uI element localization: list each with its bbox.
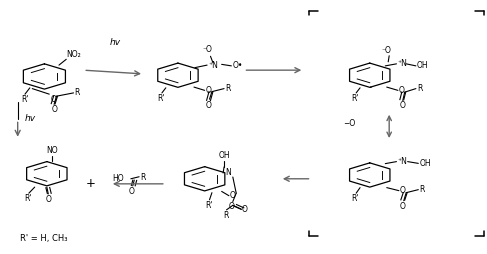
Text: OH: OH xyxy=(417,61,429,70)
Text: hv: hv xyxy=(109,38,120,47)
Text: O: O xyxy=(51,95,56,104)
Text: OH: OH xyxy=(419,159,431,168)
Text: +: + xyxy=(86,177,95,190)
Text: N: N xyxy=(225,168,231,178)
Text: O: O xyxy=(51,105,57,114)
Text: R': R' xyxy=(205,201,212,210)
Text: R': R' xyxy=(352,94,359,103)
Text: ⁺N: ⁺N xyxy=(208,61,218,70)
Text: R': R' xyxy=(21,96,29,104)
Text: R': R' xyxy=(24,194,32,203)
Text: O: O xyxy=(400,186,406,195)
Text: O: O xyxy=(242,205,248,214)
Text: NO₂: NO₂ xyxy=(66,50,81,59)
Text: ⁺N: ⁺N xyxy=(397,59,407,68)
Text: R: R xyxy=(140,173,146,182)
Text: R: R xyxy=(223,211,228,220)
Text: O•: O• xyxy=(232,61,243,70)
Text: O: O xyxy=(399,86,405,95)
Text: O: O xyxy=(129,187,135,196)
Text: O: O xyxy=(45,195,51,204)
Text: R': R' xyxy=(352,194,359,203)
Text: O: O xyxy=(399,101,405,110)
Text: O: O xyxy=(230,191,236,200)
Text: R: R xyxy=(417,84,422,93)
Text: ⁺N: ⁺N xyxy=(397,157,407,166)
Text: R: R xyxy=(419,185,425,194)
Text: O: O xyxy=(400,201,406,211)
Text: ⁻O: ⁻O xyxy=(202,45,212,54)
Text: R: R xyxy=(225,84,230,93)
Text: ⁻O: ⁻O xyxy=(382,46,392,55)
Text: R': R' xyxy=(157,94,165,103)
Text: −O: −O xyxy=(343,119,356,128)
Text: hv: hv xyxy=(24,114,36,123)
Text: R' = H, CH₃: R' = H, CH₃ xyxy=(20,234,68,243)
Text: NO: NO xyxy=(46,146,57,155)
Text: R: R xyxy=(75,88,80,97)
Text: O: O xyxy=(206,86,211,95)
Text: •: • xyxy=(368,85,372,90)
Text: OH: OH xyxy=(218,151,230,160)
Text: HO: HO xyxy=(112,174,124,183)
Text: O: O xyxy=(228,202,234,211)
Text: O: O xyxy=(206,101,211,110)
